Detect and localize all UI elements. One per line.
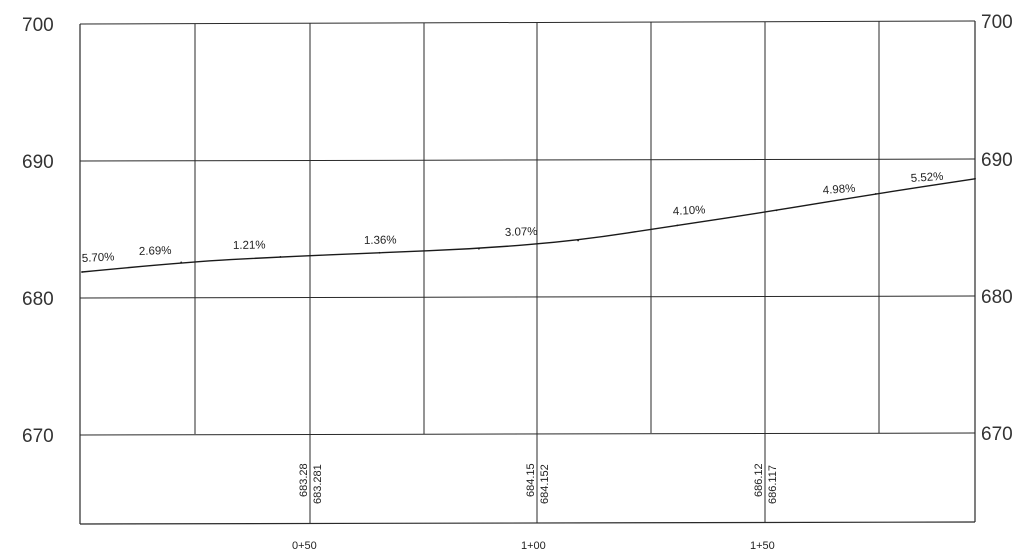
station-label-1-00: 1+00	[521, 540, 546, 552]
table-proposed-1-00: 684.152	[539, 464, 551, 504]
station-label-1-50: 1+50	[750, 540, 775, 552]
elev-label-right-700: 700	[981, 12, 1013, 33]
profile-point-3	[279, 256, 282, 258]
grade-label-6: 4.10%	[673, 204, 706, 218]
grid-line-670	[79, 432, 976, 436]
table-proposed-1-50: 686.117	[767, 465, 779, 504]
elevation-labels-left: 700 690 680 670	[22, 15, 54, 447]
profile-series	[81, 177, 976, 273]
profile-point-4	[378, 251, 381, 254]
elevation-table: 683.28 683.281 684.15 684.152 686.12 686…	[298, 463, 779, 504]
elev-label-left-680: 680	[22, 289, 54, 310]
grid-line-680	[79, 295, 976, 299]
table-existing-1-00: 684.15	[525, 463, 537, 497]
profile-point-1	[81, 271, 83, 273]
profile-line	[81, 178, 976, 273]
elev-label-right-670: 670	[981, 424, 1013, 445]
elevation-labels-right: 700 690 680 670	[981, 12, 1013, 445]
grade-labels: 5.70% 2.69% 1.21% 1.36% 3.07% 4.10% 4.98…	[82, 171, 944, 265]
grade-label-8: 5.52%	[910, 171, 943, 185]
profile-point-5	[478, 247, 480, 250]
table-proposed-0-50: 683.281	[312, 464, 324, 504]
elev-label-left-670: 670	[22, 426, 54, 447]
table-bottom-line	[79, 521, 976, 525]
elev-label-right-680: 680	[981, 287, 1013, 308]
table-existing-0-50: 683.28	[298, 463, 310, 497]
elev-label-right-690: 690	[981, 150, 1013, 171]
grade-label-3: 1.21%	[233, 239, 266, 252]
profile-point-10	[974, 177, 976, 180]
grade-label-2: 2.69%	[139, 245, 172, 258]
station-labels: 0+50 1+00 1+50	[292, 540, 775, 552]
profile-grid	[79, 20, 976, 525]
grade-label-4: 1.36%	[364, 234, 397, 247]
grade-label-5: 3.07%	[505, 226, 538, 239]
station-label-0-50: 0+50	[292, 540, 317, 552]
elev-label-left-690: 690	[22, 152, 54, 173]
profile-point-9	[874, 193, 877, 195]
grid-line-690	[79, 158, 976, 162]
profile-point-6	[577, 239, 579, 242]
table-existing-1-50: 686.12	[753, 463, 765, 497]
profile-point-2	[180, 261, 183, 264]
grid-line-700	[79, 20, 976, 25]
grade-label-1: 5.70%	[82, 251, 115, 265]
elev-label-left-700: 700	[22, 15, 54, 36]
profile-point-8	[775, 209, 778, 212]
profile-point-7	[676, 224, 679, 227]
grade-label-7: 4.98%	[822, 183, 855, 197]
